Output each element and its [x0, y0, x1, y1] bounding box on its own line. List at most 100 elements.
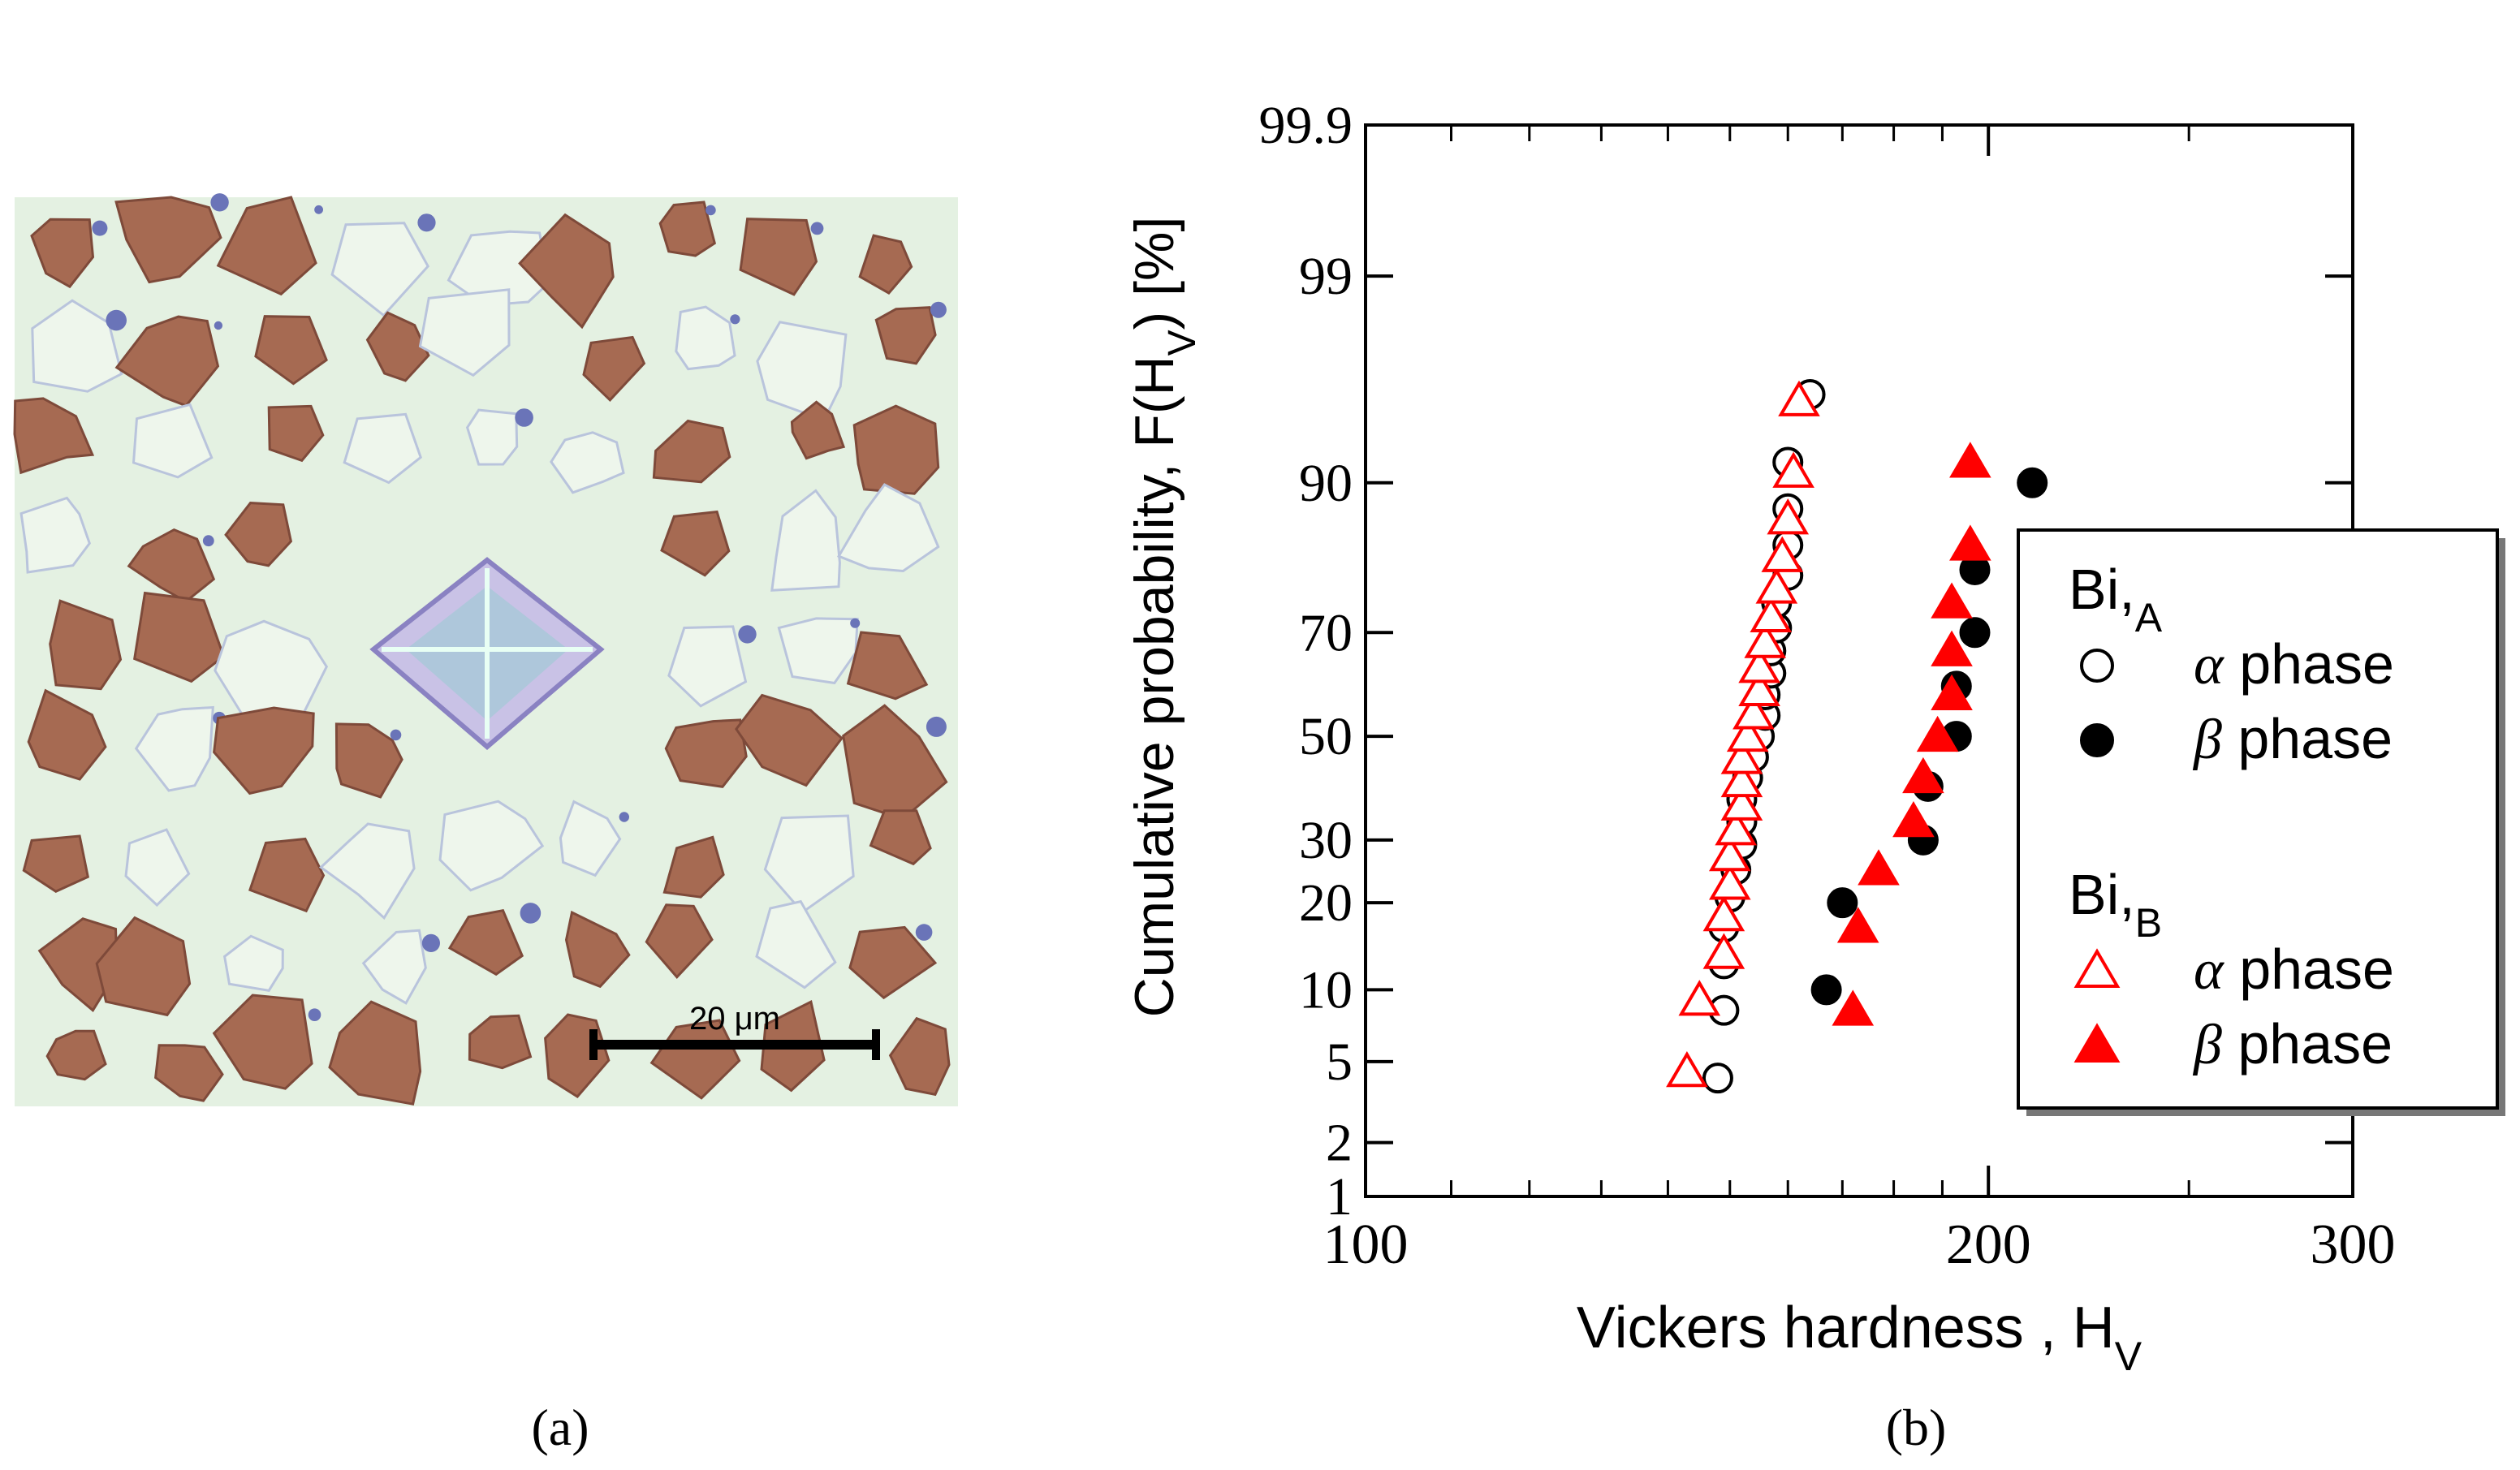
grain-53	[846, 631, 929, 701]
series-B_alpha	[1666, 380, 1820, 1088]
point-B_alpha	[1702, 933, 1745, 969]
point-A_beta	[2017, 467, 2048, 498]
point-B_beta	[1902, 757, 1944, 794]
grain-88	[212, 994, 313, 1090]
y-tick-label: 99.9	[1259, 96, 1353, 155]
grain-79	[447, 909, 524, 976]
grain-64	[22, 834, 90, 894]
grain-66	[248, 837, 326, 913]
inclusion-5	[314, 205, 323, 214]
y-tick-label: 30	[1299, 811, 1353, 870]
legend-symbol-B_alpha	[2073, 948, 2121, 988]
point-B_beta	[1949, 442, 1991, 478]
grain-39	[19, 496, 91, 574]
point-B_alpha	[1702, 895, 1745, 932]
point-B_alpha	[1726, 715, 1769, 752]
y-tick-label: 1	[1326, 1167, 1353, 1226]
grain-14	[858, 234, 913, 295]
point-B_alpha	[1720, 784, 1763, 821]
legend: Bi,A α phase β phase Bi,B α phase β phase	[2017, 528, 2505, 1116]
grain-10	[658, 200, 717, 257]
inclusion-3	[210, 193, 229, 212]
grain-83	[755, 899, 837, 989]
grain-81	[564, 910, 631, 989]
grain-4	[216, 196, 317, 296]
grain-23	[582, 335, 646, 402]
legend-entry-label: β phase	[2192, 1012, 2393, 1076]
point-B_alpha	[1720, 738, 1763, 774]
series-A_beta	[1810, 467, 2048, 1006]
grain-68	[438, 800, 545, 892]
grain-95	[888, 1016, 951, 1097]
point-B_beta	[1916, 715, 1959, 752]
y-tick-label: 50	[1299, 707, 1353, 766]
point-B_alpha	[1678, 980, 1721, 1016]
point-B_alpha	[1666, 1051, 1708, 1088]
grain-43	[660, 510, 731, 577]
inclusion-13	[810, 222, 824, 235]
grain-12	[739, 218, 818, 296]
point-B_beta	[1836, 907, 1879, 943]
x-tick-label: 200	[1946, 1214, 2031, 1276]
y-tick-label: 10	[1299, 960, 1353, 1020]
grain-71	[662, 835, 725, 899]
point-B_beta	[1931, 630, 1973, 666]
grain-57	[213, 706, 315, 795]
inclusion-7	[417, 213, 436, 232]
legend-entry-label: α phase	[2194, 938, 2394, 1002]
x-tick-label: 300	[2311, 1214, 2396, 1276]
point-A_beta	[1810, 974, 1842, 1006]
point-B_alpha	[1738, 647, 1780, 683]
grain-32	[343, 412, 422, 485]
grain-42	[224, 502, 293, 567]
y-tick-label: 99	[1299, 247, 1353, 306]
y-tick-label: 20	[1299, 873, 1353, 933]
grain-29	[13, 397, 95, 475]
point-B_beta	[1832, 989, 1875, 1026]
inclusion-34	[515, 408, 533, 427]
grain-24	[675, 305, 736, 371]
point-B_beta	[1858, 849, 1900, 886]
grain-47	[133, 591, 226, 683]
inclusion-16	[106, 309, 127, 331]
grain-0	[30, 218, 95, 289]
grain-74	[37, 917, 119, 1012]
data-points	[1666, 378, 2048, 1094]
point-B_beta	[1949, 524, 1991, 561]
inclusion-1	[92, 220, 108, 236]
micrograph-grains	[13, 193, 951, 1106]
grain-61	[735, 693, 844, 787]
x-axis-label: Vickers hardness , HV	[1577, 1295, 2142, 1379]
legend-group-title: Bi,B	[2069, 863, 2162, 946]
grain-60	[664, 718, 748, 788]
y-tick-label: 5	[1326, 1032, 1353, 1092]
grain-87	[154, 1044, 224, 1102]
point-B_alpha	[1720, 761, 1763, 798]
grain-22	[418, 288, 511, 377]
grain-2	[114, 196, 222, 284]
indentation-mark	[369, 557, 605, 750]
grain-82	[645, 903, 714, 979]
grain-75	[95, 916, 192, 1017]
inclusion-52	[850, 618, 861, 628]
inclusion-28	[930, 301, 947, 318]
x-tick-label: 100	[1323, 1214, 1409, 1276]
grain-86	[45, 1029, 107, 1081]
grain-35	[550, 431, 625, 494]
grain-58	[334, 722, 403, 799]
grain-17	[114, 315, 220, 407]
inclusion-18	[214, 321, 223, 330]
point-A_alpha	[1702, 1063, 1733, 1094]
inclusion-78	[421, 933, 441, 952]
point-B_alpha	[1708, 864, 1751, 900]
point-B_alpha	[1772, 451, 1814, 488]
inclusion-50	[738, 625, 757, 644]
grain-37	[790, 400, 846, 460]
point-B_beta	[1892, 801, 1935, 838]
legend-entry-label: β phase	[2192, 707, 2393, 771]
grain-46	[49, 599, 123, 691]
inclusion-85	[915, 924, 933, 941]
